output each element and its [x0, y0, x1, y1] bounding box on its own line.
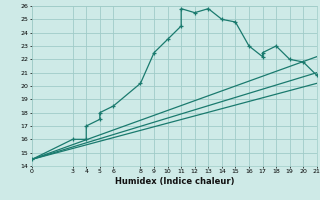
X-axis label: Humidex (Indice chaleur): Humidex (Indice chaleur): [115, 177, 234, 186]
